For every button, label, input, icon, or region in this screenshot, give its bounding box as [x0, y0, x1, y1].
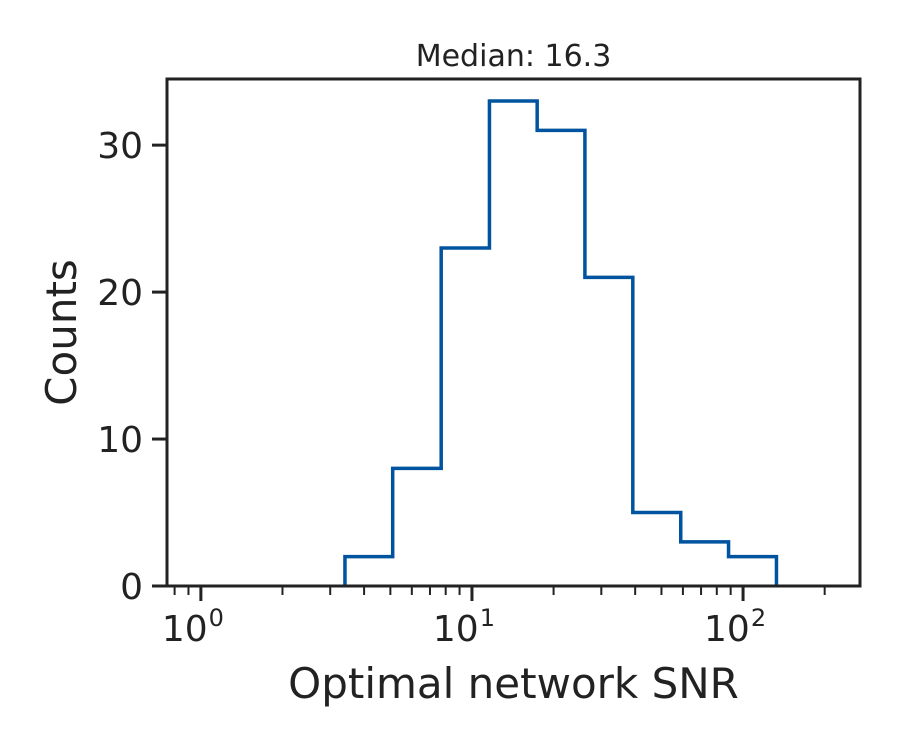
histogram-bin-5: [585, 277, 633, 586]
x-tick-label: 100: [162, 604, 224, 650]
y-tick-label: 10: [97, 420, 143, 461]
histogram-bin-8: [729, 557, 777, 586]
histogram-bin-0: [345, 557, 393, 586]
plot-frame: [165, 77, 862, 588]
y-tick-label: 30: [97, 126, 143, 167]
x-tick-labels: 100 101 102: [162, 604, 766, 650]
y-axis-label: Counts: [37, 259, 86, 406]
y-tick-label: 0: [120, 567, 143, 608]
histogram-bin-7: [681, 542, 729, 586]
axis-major-ticks: [152, 143, 745, 601]
x-axis-label: Optimal network SNR: [288, 659, 739, 708]
chart-title: Median: 16.3: [416, 39, 612, 74]
histogram-bin-2: [441, 248, 489, 586]
x-tick-label: 101: [433, 604, 495, 650]
histogram-bin-4: [537, 130, 585, 586]
x-tick-label: 102: [704, 604, 766, 650]
histogram-bins: [345, 101, 777, 586]
histogram-bin-6: [633, 513, 681, 586]
histogram-bin-3: [489, 101, 537, 586]
y-tick-labels: 0 10 20 30: [97, 126, 143, 608]
y-tick-label: 20: [97, 273, 143, 314]
histogram-step-line: [343, 99, 779, 586]
histogram-bin-1: [393, 468, 442, 586]
